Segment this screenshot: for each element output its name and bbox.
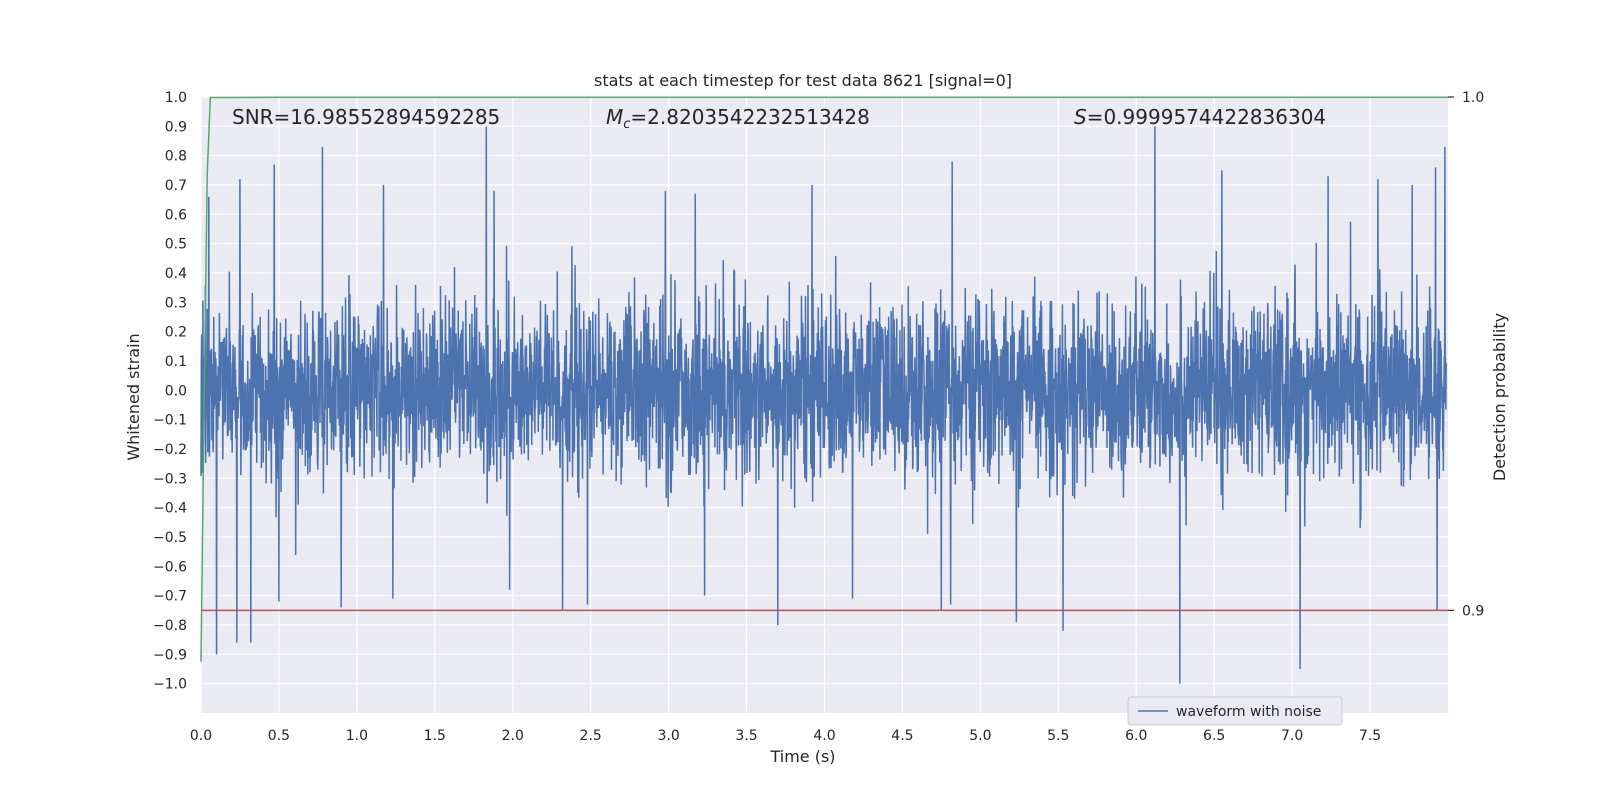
significance-symbol: S [1074, 105, 1087, 129]
x-tick-label: 6.0 [1125, 728, 1147, 744]
x-tick-label: 2.5 [580, 728, 602, 744]
y-tick-label: −0.7 [153, 589, 187, 605]
y-tick-label: 0.8 [165, 149, 187, 165]
y-tick-label: 0.6 [165, 207, 187, 223]
series-detection-probability-line [200, 96, 1448, 662]
chirp-mass-value: =2.8203542232513428 [630, 105, 869, 129]
x-tick-label: 7.0 [1281, 728, 1303, 744]
x-tick-label: 7.5 [1359, 728, 1381, 744]
y-axis-right: 1.0 0.9 [1448, 90, 1484, 619]
y-tick-label: 0.7 [165, 178, 187, 194]
y-axis-label: Whitened strain [124, 333, 143, 460]
x-tick-label: 1.5 [424, 728, 446, 744]
x-tick-label: 3.0 [657, 728, 679, 744]
legend-label-waveform: waveform with noise [1176, 704, 1321, 720]
legend-box [1127, 696, 1343, 726]
x-tick-label: 0.5 [268, 728, 290, 744]
x-axis: 0.0 0.5 1.0 1.5 2.0 2.5 3.0 3.5 4.0 4.5 5.0 5.5 6.0 6… [190, 728, 1381, 744]
y-tick-label: −1.0 [153, 677, 187, 693]
significance-annotation: S=0.9999574422836304 [1074, 105, 1326, 129]
y-tick-label: 0.1 [165, 354, 187, 370]
x-tick-label: 1.0 [346, 728, 368, 744]
x-tick-label: 2.0 [502, 728, 524, 744]
snr-annotation: SNR=16.98552894592285 [232, 105, 500, 129]
y-tick-label: 0.3 [165, 295, 187, 311]
y-tick-label: −0.2 [153, 442, 187, 458]
y-tick-label: −0.9 [153, 647, 187, 663]
significance-value: =0.9999574422836304 [1087, 105, 1326, 129]
x-tick-label: 3.5 [735, 728, 757, 744]
legend: waveform with noise [1127, 696, 1343, 726]
y-tick-label: −0.4 [153, 501, 187, 517]
y-right-tick-label: 0.9 [1462, 603, 1484, 619]
series-waveform-line [200, 126, 1448, 684]
x-axis-label: Time (s) [769, 747, 835, 766]
x-tick-label: 6.5 [1203, 728, 1225, 744]
y-tick-label: 0.4 [165, 266, 187, 282]
chirp-mass-annotation: Mc=2.8203542232513428 [606, 105, 870, 132]
y-tick-label: 0.2 [165, 325, 187, 341]
y-tick-label: 1.0 [165, 90, 187, 106]
y-tick-label: −0.8 [153, 618, 187, 634]
y-axis-right-label: Detection probability [1490, 313, 1509, 481]
chart-title: stats at each timestep for test data 862… [594, 71, 1012, 90]
x-tick-label: 5.5 [1047, 728, 1069, 744]
y-tick-label: −0.5 [153, 530, 187, 546]
y-tick-label: 0.9 [165, 119, 187, 135]
y-axis-left: 1.0 0.9 0.8 0.7 0.6 0.5 0.4 0.3 0.2 0.1 0.0 −0.1 −0.… [153, 90, 187, 693]
x-tick-label: 4.5 [891, 728, 913, 744]
x-tick-label: 0.0 [190, 728, 212, 744]
chirp-mass-subscript: c [623, 117, 630, 132]
y-tick-label: 0.0 [165, 383, 187, 399]
chirp-mass-symbol: M [606, 105, 623, 129]
y-tick-label: −0.1 [153, 413, 187, 429]
x-tick-label: 4.0 [813, 728, 835, 744]
y-right-tick-label: 1.0 [1462, 90, 1484, 106]
y-tick-label: −0.6 [153, 559, 187, 575]
y-tick-label: −0.3 [153, 471, 187, 487]
y-tick-label: 0.5 [165, 237, 187, 253]
x-tick-label: 5.0 [969, 728, 991, 744]
series-layer [200, 96, 1448, 684]
